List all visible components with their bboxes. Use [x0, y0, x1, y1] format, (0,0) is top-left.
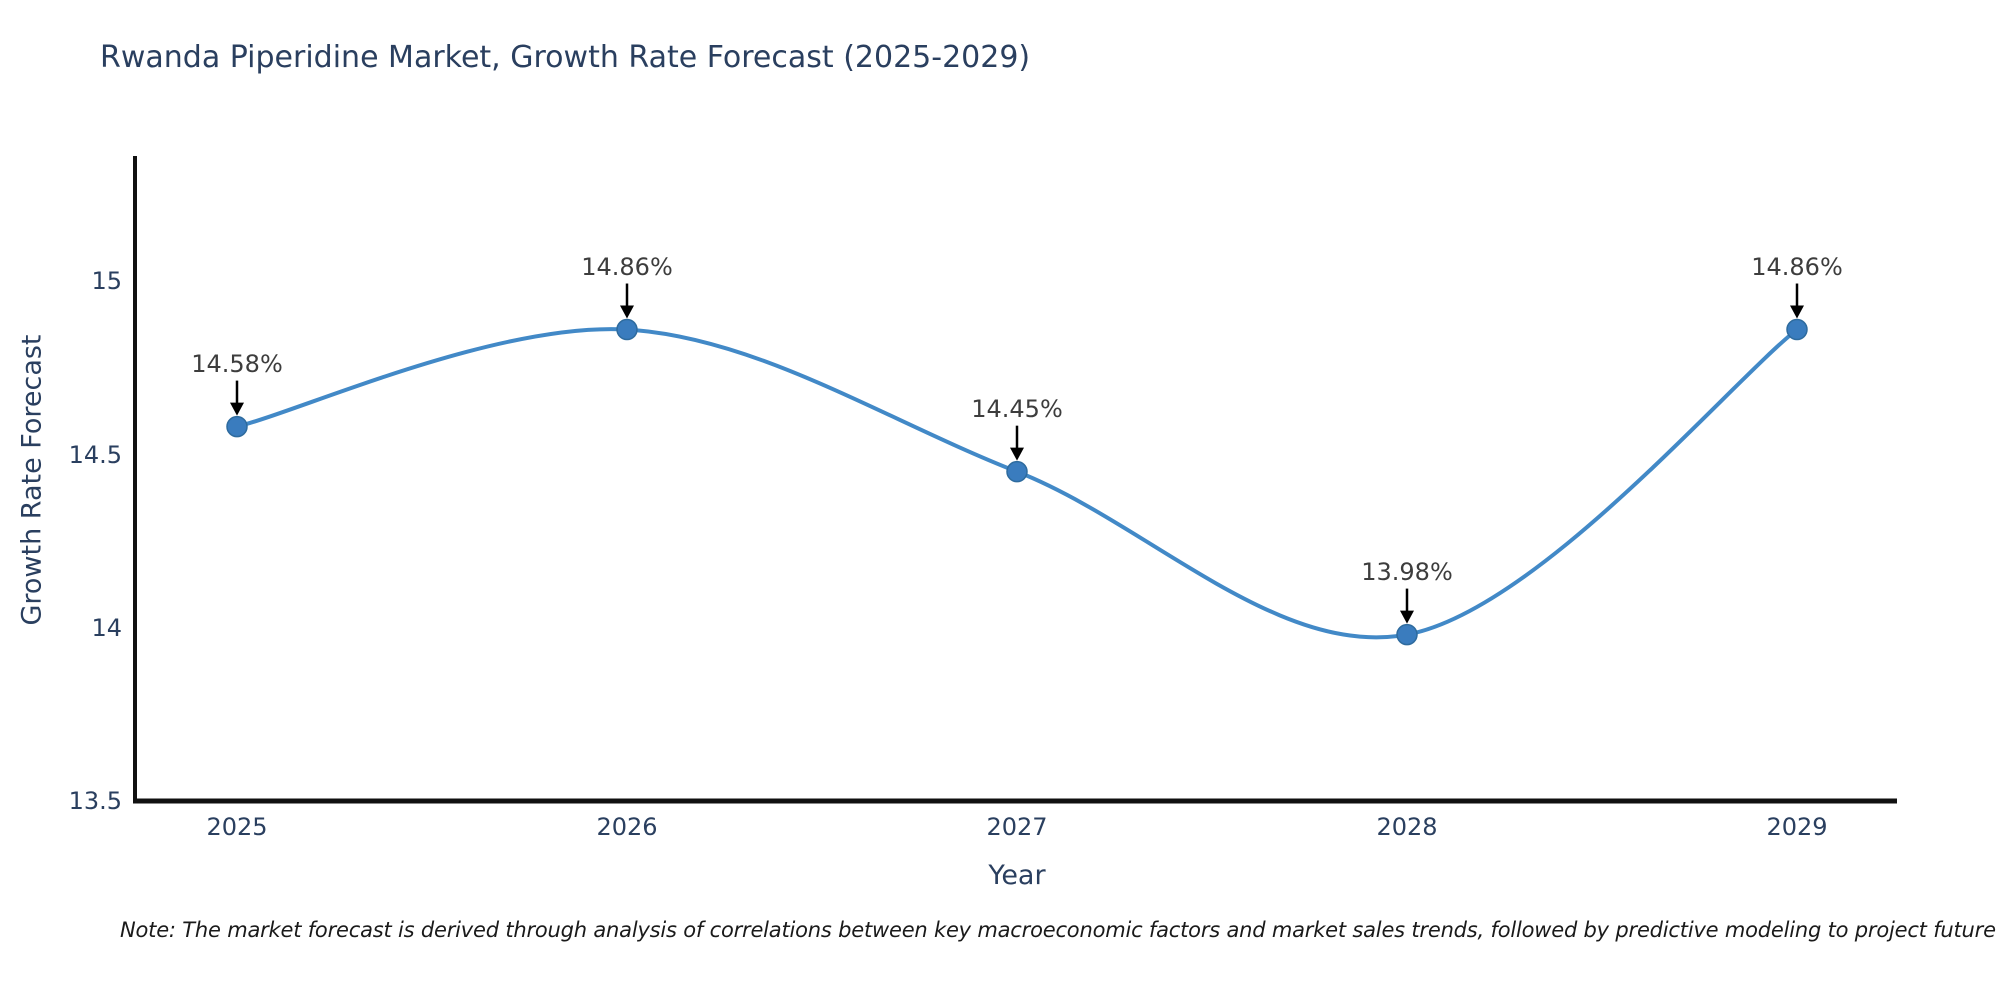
annotation-arrowhead-icon [230, 402, 244, 416]
y-tick-14: 14 [91, 614, 122, 642]
x-tick-2029: 2029 [1766, 813, 1828, 841]
annotation-2029: 14.86% [1751, 252, 1843, 281]
annotation-2027: 14.45% [971, 394, 1063, 423]
x-tick-2028: 2028 [1376, 813, 1438, 841]
data-point-2026 [616, 318, 638, 341]
chart-title: Rwanda Piperidine Market, Growth Rate Fo… [100, 40, 1031, 75]
annotation-2025: 14.58% [191, 349, 283, 378]
footnote: Note: The market forecast is derived thr… [120, 918, 2000, 942]
x-axis-title: Year [988, 860, 1046, 891]
data-point-2027 [1006, 460, 1028, 483]
y-tick-14-5: 14.5 [68, 441, 122, 469]
annotation-2028: 13.98% [1361, 557, 1453, 586]
annotation-arrowhead-icon [1010, 447, 1024, 461]
x-tick-2027: 2027 [986, 813, 1048, 841]
data-point-2028 [1396, 623, 1418, 646]
data-point-2025 [226, 415, 248, 438]
x-tick-2026: 2026 [596, 813, 658, 841]
annotation-arrowhead-icon [1400, 610, 1414, 624]
annotation-2026: 14.86% [581, 252, 673, 281]
y-tick-15: 15 [91, 267, 122, 295]
data-point-2029 [1786, 318, 1808, 341]
trend-line [235, 327, 1799, 640]
y-tick-13-5: 13.5 [68, 787, 122, 815]
data-point-markers [226, 318, 1808, 646]
annotation-arrowhead-icon [620, 305, 634, 319]
x-tick-2025: 2025 [206, 813, 268, 841]
annotation-arrows [230, 283, 1804, 624]
annotation-arrowhead-icon [1790, 305, 1804, 319]
